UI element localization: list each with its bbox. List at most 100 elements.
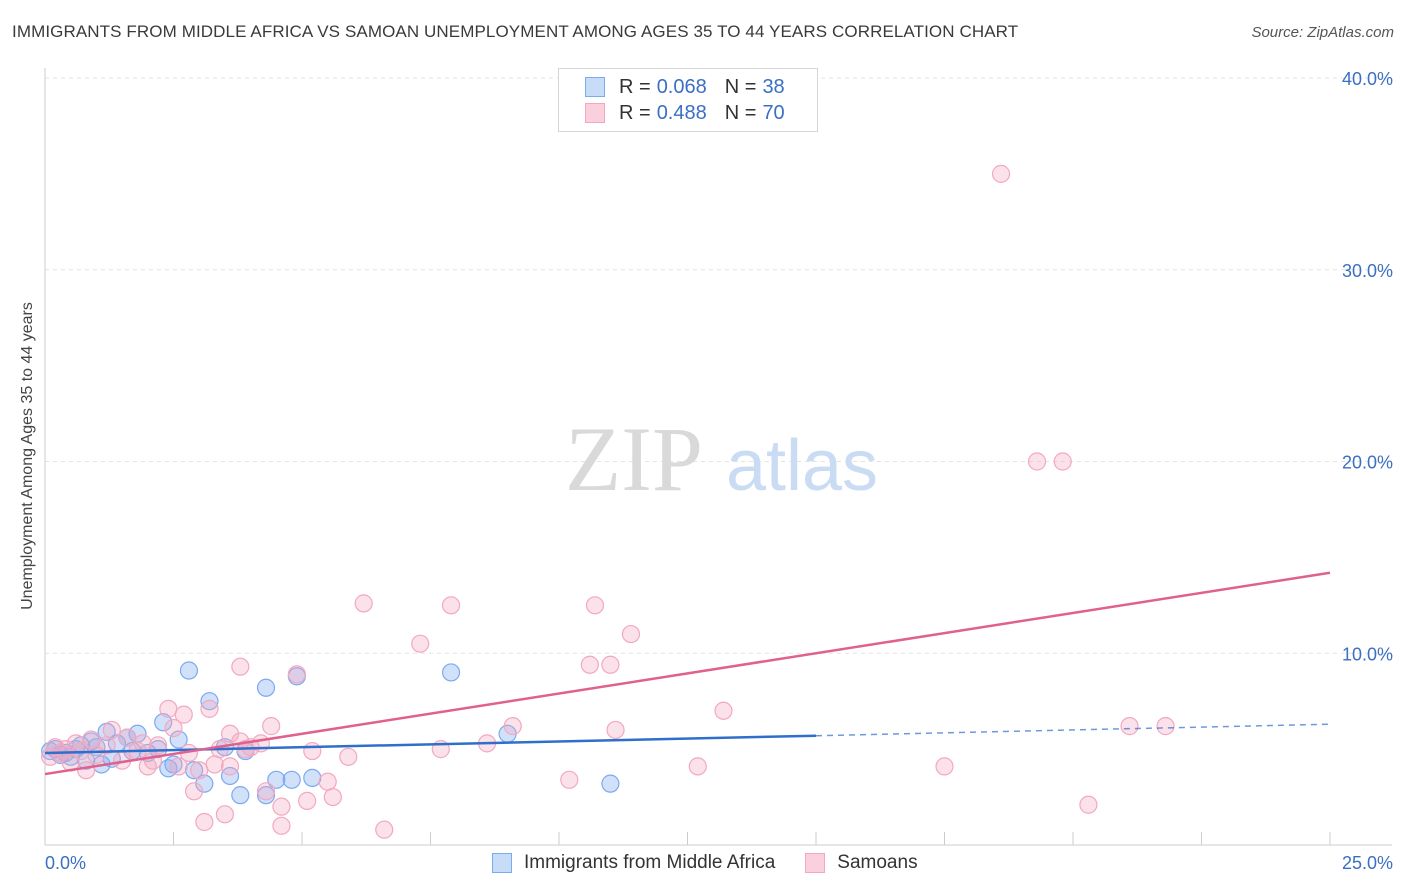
immigrants-point [282,770,301,789]
samoans-point [688,757,707,776]
samoans-point [354,594,373,613]
y-tick-label: 40.0% [1342,69,1393,89]
samoans-point [143,751,163,770]
samoans-point [601,655,620,674]
samoans-point [272,797,291,816]
immigrants-point [231,786,250,805]
immigrants-point [200,692,219,711]
immigrants-point [267,770,286,789]
samoans-point [220,724,240,743]
samoans-point [164,718,183,738]
samoans-point [621,624,641,644]
legend-r-label: R = [619,101,651,124]
legend-n-value: 38 [762,75,785,98]
samoans-point [220,757,240,776]
y-tick-label: 20.0% [1342,453,1393,473]
samoans-point [411,634,430,653]
samoans-point [262,717,281,736]
series-legend-label-immigrants: Immigrants from Middle Africa [524,852,776,873]
legend-swatch-samoans [585,103,605,123]
legend-row-samoans: R = 0.488 N = 70 [585,101,785,125]
samoans-point [169,757,188,776]
legend-r-value: 0.068 [656,75,707,98]
samoans-point [133,734,152,753]
samoans-point [256,782,276,801]
series-legend-swatch-immigrants [492,853,512,873]
immigrants-point [195,774,214,793]
samoans-point [1079,795,1098,814]
legend-swatch-immigrants [585,77,605,97]
samoans-point [606,720,625,740]
legend-row-immigrants: R = 0.068 N = 38 [585,75,785,99]
legend-n-label: N = [724,101,757,124]
samoans-point [195,812,214,832]
grid-lines [45,77,1392,654]
samoans-point [190,761,209,780]
watermark-atlas: atlas [726,426,878,506]
samoans-point [298,791,317,810]
samoans-point [1053,452,1072,471]
trend-line-immigrants [44,734,817,755]
series-legend-label-samoans: Samoans [837,852,918,873]
samoans-point [102,720,121,740]
samoans-point [318,772,337,791]
samoans-point [503,717,522,736]
watermark-zip: ZIP [565,408,703,510]
immigrants-point [256,678,276,697]
samoans-point [323,787,342,807]
immigrants-point [169,730,188,749]
series-legend-samoans: Samoans [805,852,918,874]
y-tick-label: 10.0% [1342,644,1393,664]
samoans-point [272,816,291,835]
series-legend: Immigrants from Middle Africa Samoans [492,852,948,874]
samoans-point [200,699,219,718]
samoans-point [1120,717,1139,736]
immigrants-point [601,774,620,793]
immigrants-point [303,768,322,787]
legend-r-value: 0.488 [656,101,707,124]
legend-n-label: N = [724,75,757,98]
immigrants-point [441,663,461,682]
trend-line-immigrants-extrapolated [815,723,1331,737]
samoans-point [585,596,605,615]
samoans-point [159,699,178,718]
samoans-point [560,770,579,789]
series-legend-immigrants: Immigrants from Middle Africa [492,852,775,874]
trend-line-samoans [44,571,1331,776]
samoans-point [231,657,250,676]
samoans-point [287,665,306,684]
samoans-point [339,747,358,766]
samoans-point [184,782,204,801]
samoans-point [991,164,1011,183]
samoans-point [935,757,954,776]
samoans-point [441,596,461,615]
series-legend-swatch-samoans [805,853,826,873]
samoans-point [82,730,101,749]
immigrants-point [179,661,199,680]
immigrants-point [154,713,173,732]
x-tick-label-min: 0.0% [45,853,86,873]
immigrants-point [184,761,204,780]
legend: R = 0.068 N = 38 R = 0.488 N = 70 [558,68,818,132]
samoans-point [174,705,193,724]
legend-r-label: R = [619,75,651,98]
x-tick-label-max: 25.0% [1342,853,1393,873]
samoans-point [215,805,234,824]
tick-labels: 10.0% 20.0% 30.0% 40.0% 0.0% 25.0% [45,69,1393,873]
y-tick-label: 30.0% [1342,261,1393,281]
samoans-point [714,701,733,720]
immigrants-point [220,766,240,786]
samoans-point [375,820,394,839]
legend-n-value: 70 [762,101,785,124]
samoans-point [1027,452,1047,471]
samoans-point [77,761,96,780]
samoans-point [303,741,322,761]
source-label: Source: ZipAtlas.com [1251,24,1394,41]
samoans-point [580,655,599,674]
chart-title: IMMIGRANTS FROM MIDDLE AFRICA VS SAMOAN … [12,22,1019,41]
axes [44,68,1392,846]
immigrants-point [256,786,276,805]
samoans-point [1156,717,1175,736]
trend-lines [44,571,1331,776]
